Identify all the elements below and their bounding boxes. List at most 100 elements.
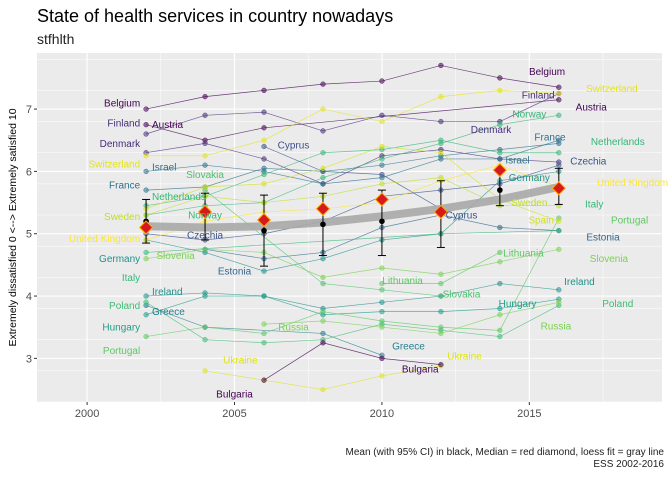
series-point — [556, 140, 562, 147]
series-line — [146, 248, 559, 278]
mean-point — [261, 227, 267, 234]
series-point — [143, 256, 149, 262]
country-label: Greece — [152, 307, 185, 318]
country-label: Austria — [152, 120, 184, 131]
x-tick-label: 2010 — [370, 408, 394, 420]
series-point — [202, 112, 208, 118]
country-label: Slovakia — [443, 290, 481, 301]
series-line — [145, 99, 559, 141]
median-diamond — [197, 204, 213, 220]
series-point — [320, 181, 326, 187]
series-point — [438, 150, 444, 156]
series-point — [261, 268, 267, 274]
country-label: Russia — [278, 323, 309, 334]
series-point — [379, 324, 385, 330]
series-point — [202, 293, 208, 299]
series-point — [438, 361, 444, 368]
y-tick-label: 6 — [26, 166, 32, 178]
series-point — [379, 156, 385, 162]
series-point — [261, 87, 267, 94]
series-point — [379, 373, 385, 379]
series-austria — [143, 97, 562, 143]
loess-fit-line — [142, 182, 563, 232]
series-point — [261, 137, 267, 143]
chart-title: State of health services in country nowa… — [37, 6, 394, 26]
series-point — [497, 327, 503, 333]
country-label: Austria — [576, 103, 608, 114]
country-label: Bulgaria — [402, 364, 439, 375]
country-label: Italy — [122, 273, 140, 284]
series-point — [438, 271, 444, 277]
series-point — [320, 340, 326, 346]
series-point — [261, 143, 267, 150]
country-label: Russia — [541, 321, 572, 332]
y-tick-label: 5 — [26, 229, 32, 241]
series-point — [379, 143, 385, 150]
country-label: United Kingdom — [597, 178, 668, 189]
series-point — [556, 90, 562, 97]
country-label: Bulgaria — [216, 389, 253, 400]
series-point — [261, 330, 267, 337]
series-point — [261, 125, 267, 131]
series-point — [556, 162, 562, 168]
country-label: Sweden — [511, 198, 547, 209]
series-point — [320, 256, 326, 262]
series-point — [379, 265, 385, 271]
country-label: Finland — [522, 90, 555, 101]
caption-line-2: ESS 2002-2016 — [593, 459, 664, 470]
country-label: Finland — [107, 118, 140, 129]
median-diamond — [374, 192, 390, 207]
series-point — [320, 128, 326, 134]
series-point — [379, 78, 385, 84]
series-belgium — [143, 62, 562, 112]
series-portugal — [143, 215, 562, 340]
series-point — [202, 153, 208, 159]
series-line — [146, 143, 559, 185]
series-point — [379, 162, 385, 168]
country-label: Ukraine — [447, 351, 482, 362]
series-point — [261, 377, 267, 383]
series-point — [379, 287, 385, 293]
series-russia — [261, 299, 562, 337]
y-tick-label: 4 — [26, 291, 32, 303]
series-point — [261, 156, 267, 162]
series-point — [143, 122, 149, 128]
country-label: Lithuania — [382, 276, 423, 287]
chart-subtitle: stfhlth — [37, 31, 75, 47]
series-point — [261, 340, 267, 346]
median-diamond — [138, 220, 154, 235]
series-line — [146, 139, 559, 185]
series-point — [497, 87, 503, 94]
x-tick-label: 2005 — [222, 408, 246, 420]
country-label: Slovenia — [156, 251, 195, 262]
series-point — [143, 293, 149, 299]
series-point — [143, 187, 149, 193]
series-point — [261, 165, 267, 171]
country-label: Spain — [528, 216, 554, 227]
series-point — [261, 109, 267, 115]
country-label: Portugal — [103, 346, 140, 357]
series-germany — [143, 168, 562, 274]
country-label: Cyprus — [278, 141, 310, 152]
series-point — [261, 321, 267, 327]
country-label: Denmark — [100, 139, 142, 150]
country-label: Slovenia — [590, 254, 629, 265]
series-point — [320, 386, 326, 393]
country-label: Netherlands — [152, 192, 206, 203]
series-point — [379, 308, 385, 315]
series-line — [145, 164, 559, 241]
series-bulgaria — [261, 340, 444, 383]
series-line — [263, 301, 559, 334]
series-line — [146, 90, 559, 157]
series-point — [261, 171, 267, 178]
series-point — [438, 62, 444, 69]
country-label: Denmark — [471, 125, 513, 136]
country-label: Italy — [585, 199, 603, 210]
country-label: Czechia — [187, 230, 224, 241]
series-point — [438, 330, 444, 337]
x-tick-label: 2000 — [75, 408, 99, 420]
series-line — [145, 146, 559, 222]
median-diamond — [256, 212, 272, 228]
series-point — [438, 293, 444, 299]
